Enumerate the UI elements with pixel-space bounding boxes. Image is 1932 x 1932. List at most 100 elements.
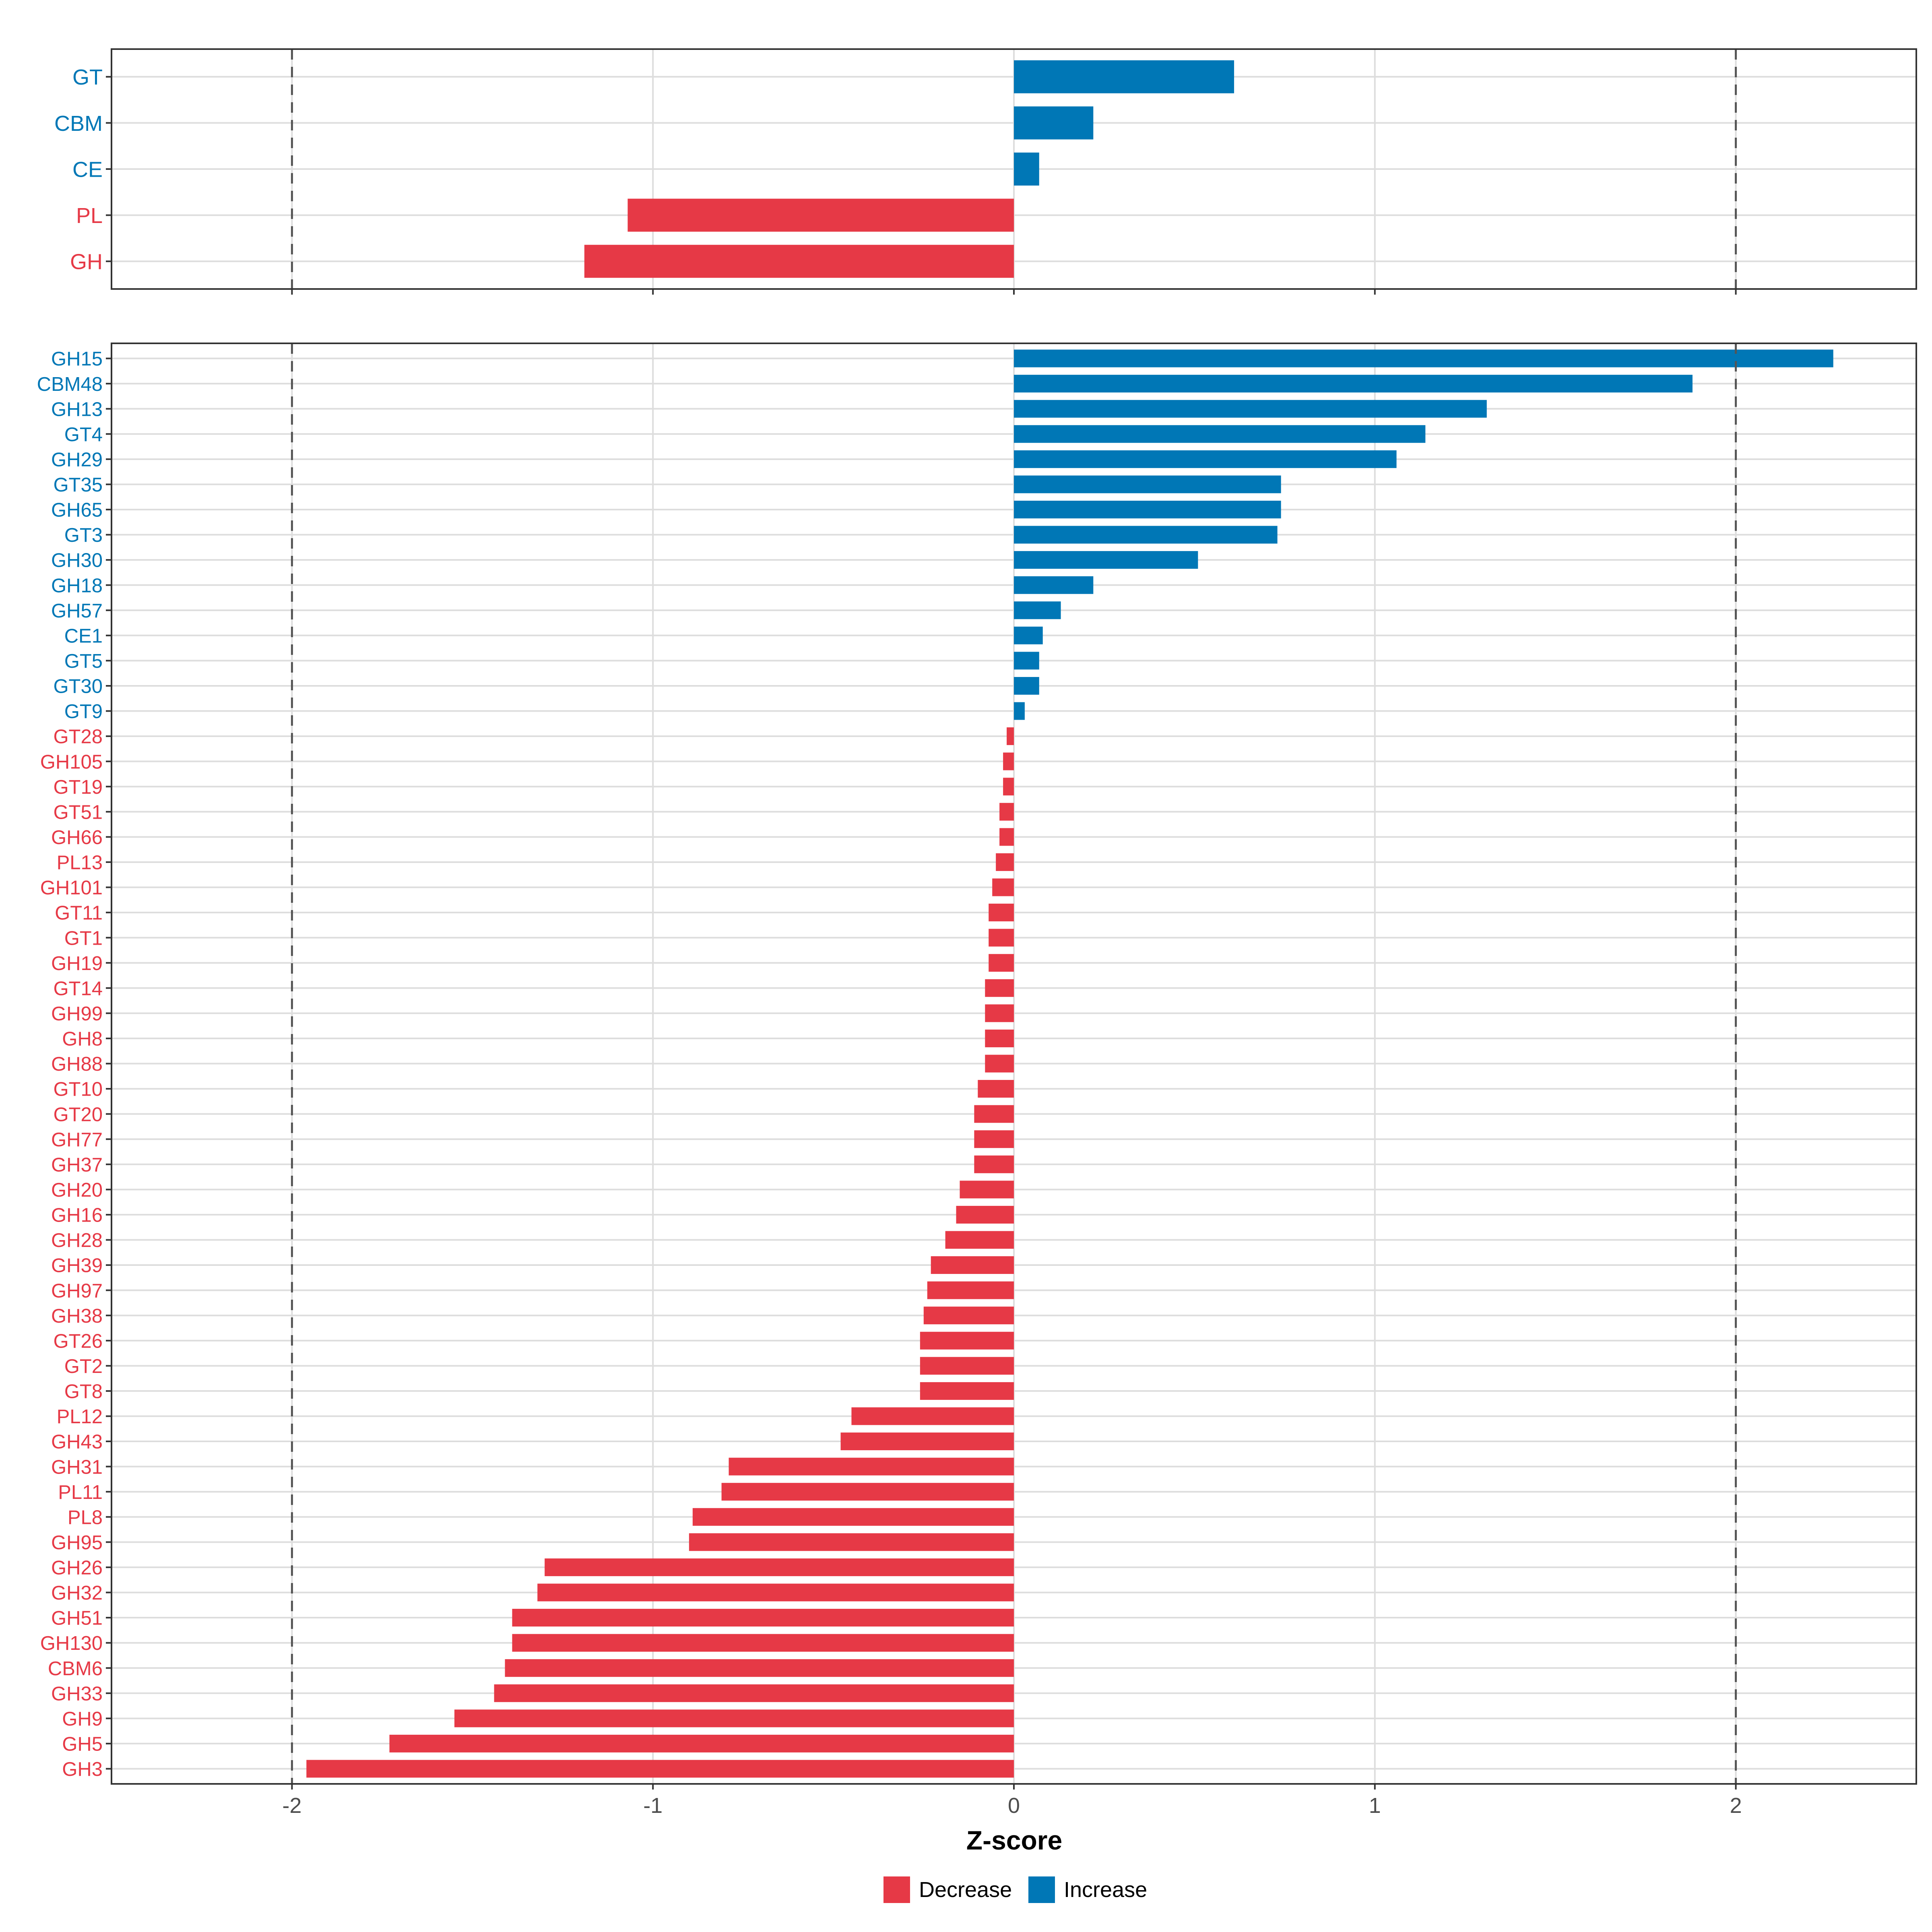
legend-key-increase	[1028, 1876, 1055, 1903]
y-tick-label-gt28: GT28	[53, 726, 103, 748]
bar-gh19	[989, 954, 1014, 972]
bar-cbm	[1014, 106, 1094, 140]
y-tick-label-pl12: PL12	[57, 1406, 103, 1428]
bar-ce	[1014, 153, 1039, 186]
y-tick-label-gh20: GH20	[51, 1179, 103, 1201]
y-tick-label-gh31: GH31	[51, 1456, 103, 1478]
y-tick-label-gh65: GH65	[51, 500, 103, 521]
bar-gh97	[927, 1281, 1014, 1299]
bar-gh88	[985, 1055, 1014, 1073]
bar-gh95	[689, 1533, 1014, 1551]
y-tick-label-gh3: GH3	[62, 1759, 103, 1780]
bar-gt	[1014, 60, 1234, 93]
y-tick-label-gh26: GH26	[51, 1557, 103, 1579]
bottom-panel: GH15 CBM48 GH13 GT4 GH29 GT35 GH65 GT3 GH30 GH18 G…	[37, 343, 1917, 1790]
y-tick-label-cbm6: CBM6	[48, 1658, 103, 1680]
bar-gh20	[960, 1181, 1014, 1199]
y-tick-label-gh19: GH19	[51, 953, 103, 974]
bar-pl8	[692, 1508, 1014, 1526]
bar-ce1	[1014, 626, 1043, 644]
y-tick-label-gh15: GH15	[51, 348, 103, 370]
bar-gh5	[389, 1734, 1014, 1752]
y-tick-label-pl8: PL8	[68, 1507, 103, 1528]
bar-gh43	[840, 1432, 1014, 1451]
bar-gt9	[1014, 702, 1025, 720]
bar-gh29	[1014, 450, 1397, 468]
bar-gt14	[985, 979, 1014, 997]
y-tick-label-gh66: GH66	[51, 827, 103, 848]
y-tick-label-gh99: GH99	[51, 1003, 103, 1025]
y-tick-label-gh43: GH43	[51, 1431, 103, 1453]
y-tick-label-gh95: GH95	[51, 1532, 103, 1554]
y-tick-label-gt4: GT4	[64, 424, 103, 446]
x-tick-label: 1	[1369, 1794, 1381, 1818]
y-tick-label-gh38: GH38	[51, 1305, 103, 1327]
bar-gh37	[974, 1155, 1014, 1173]
y-tick-label-gh57: GH57	[51, 600, 103, 622]
y-tick-label-ce1: CE1	[64, 625, 103, 647]
bar-gh13	[1014, 400, 1487, 418]
y-tick-label-gt: GT	[72, 65, 103, 89]
bar-gt28	[1007, 727, 1014, 745]
bar-pl11	[721, 1483, 1014, 1501]
bar-gh66	[999, 828, 1014, 846]
y-tick-label-gh5: GH5	[62, 1734, 103, 1755]
y-tick-label-gt8: GT8	[64, 1381, 103, 1403]
y-tick-label-gh105: GH105	[40, 751, 103, 773]
bar-gh38	[923, 1307, 1014, 1325]
bar-cbm48	[1014, 375, 1693, 393]
y-tick-label-gh18: GH18	[51, 575, 103, 597]
y-tick-label-gt51: GT51	[53, 801, 103, 823]
y-tick-label-pl11: PL11	[58, 1482, 103, 1503]
y-tick-label-gt14: GT14	[53, 978, 103, 999]
bar-gh3	[306, 1760, 1014, 1778]
bar-gh99	[985, 1004, 1014, 1022]
bar-gh8	[985, 1029, 1014, 1047]
bar-gh26	[545, 1558, 1014, 1576]
bar-gh39	[931, 1256, 1014, 1274]
y-tick-label-ce: CE	[72, 157, 103, 182]
bar-gt30	[1014, 677, 1039, 695]
y-tick-label-gh33: GH33	[51, 1683, 103, 1705]
y-tick-label-cbm48: CBM48	[37, 374, 103, 395]
y-tick-label-gt30: GT30	[53, 676, 103, 698]
y-tick-label-gh13: GH13	[51, 398, 103, 420]
bar-cbm6	[505, 1659, 1014, 1677]
x-axis: -2 -1 0 1 2	[282, 1794, 1742, 1818]
legend-label-decrease: Decrease	[919, 1878, 1012, 1902]
bar-gh57	[1014, 601, 1061, 619]
bar-gt10	[978, 1080, 1014, 1098]
legend: Decrease Increase	[883, 1876, 1147, 1903]
y-tick-label-gt1: GT1	[64, 927, 103, 949]
bar-gh32	[537, 1583, 1014, 1602]
y-tick-label-gt2: GT2	[64, 1356, 103, 1377]
bar-gt8	[920, 1382, 1014, 1400]
y-tick-label-gh29: GH29	[51, 449, 103, 471]
y-tick-label-gt35: GT35	[53, 474, 103, 496]
bar-gt1	[989, 929, 1014, 947]
bar-gt26	[920, 1331, 1014, 1350]
y-tick-label-gh39: GH39	[51, 1255, 103, 1277]
legend-key-decrease	[883, 1876, 910, 1903]
bar-pl13	[996, 853, 1014, 871]
bar-gh101	[992, 878, 1014, 896]
y-tick-label-gt9: GT9	[64, 701, 103, 722]
y-tick-label-gh8: GH8	[62, 1028, 103, 1050]
y-tick-label-gh37: GH37	[51, 1154, 103, 1176]
top-panel: GT CBM CE PL GH	[54, 48, 1917, 295]
y-tick-label-gh30: GH30	[51, 550, 103, 572]
y-tick-label-gh97: GH97	[51, 1280, 103, 1302]
bar-gh30	[1014, 551, 1198, 569]
x-axis-title: Z-score	[966, 1825, 1062, 1855]
bar-gh16	[956, 1205, 1014, 1224]
x-tick-label: 2	[1730, 1794, 1742, 1818]
bar-pl	[627, 198, 1014, 232]
y-tick-label-pl13: PL13	[57, 852, 103, 874]
bar-gt5	[1014, 652, 1039, 670]
y-tick-label-gt11: GT11	[55, 902, 103, 924]
y-tick-label-gt3: GT3	[64, 524, 103, 546]
bar-gt20	[974, 1105, 1014, 1123]
bar-gh18	[1014, 576, 1094, 594]
x-tick-label: -1	[643, 1794, 663, 1818]
